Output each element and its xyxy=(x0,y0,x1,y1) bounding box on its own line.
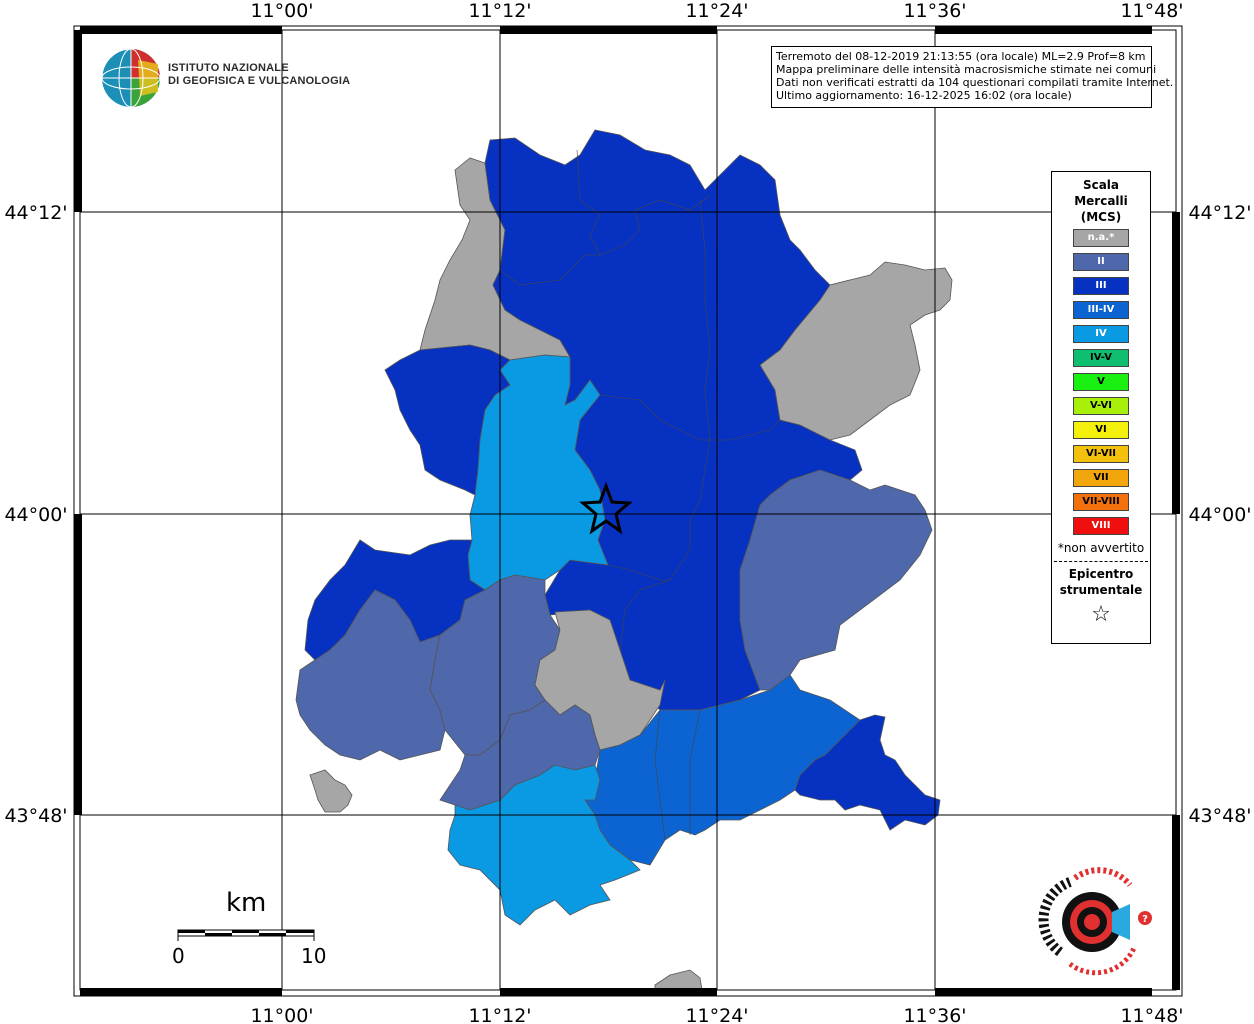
legend-item: IV-V xyxy=(1073,349,1129,367)
legend-items: n.a.* II III III-IV IV IV-V V V-VI VI VI-VII VII VI… xyxy=(1052,229,1150,535)
ingv-logo-icon xyxy=(101,48,161,108)
lat-label: 43°48' xyxy=(4,805,67,827)
logo-line: ISTITUTO NAZIONALE xyxy=(168,62,289,74)
lon-label: 11°36' xyxy=(903,1005,966,1024)
region-na-small-west xyxy=(309,769,353,813)
legend-item: V xyxy=(1073,373,1129,391)
lon-label: 11°24' xyxy=(685,1005,748,1024)
municipality-boundaries xyxy=(499,149,781,841)
region-II-east xyxy=(739,469,933,691)
legend-item: VII xyxy=(1073,469,1129,487)
lat-label: 44°00' xyxy=(4,504,67,526)
legend-item: VII-VIII xyxy=(1073,493,1129,511)
legend-item: n.a.* xyxy=(1073,229,1129,247)
logo-line: DI GEOFISICA E VULCANOLOGIA xyxy=(168,75,351,87)
region-IV-central xyxy=(467,354,609,591)
legend-item: III xyxy=(1073,277,1129,295)
municipality-regions xyxy=(295,129,953,991)
lon-label: 11°12' xyxy=(468,1005,531,1024)
legend-star-icon: ☆ xyxy=(1091,602,1111,627)
info-line: Dati non verificati estratti da 104 ques… xyxy=(776,76,1174,89)
lon-label: 11°36' xyxy=(903,0,966,22)
legend-item: VI xyxy=(1073,421,1129,439)
legend-title: Scala Mercalli (MCS) xyxy=(1052,177,1150,225)
intensity-legend: Scala Mercalli (MCS) n.a.* II III III-IV IV I… xyxy=(1051,171,1151,644)
region-na-east xyxy=(759,261,953,441)
region-na-bottom xyxy=(654,969,703,991)
region-IV-south xyxy=(447,764,641,926)
ingv-logo-text: ISTITUTO NAZIONALE DI GEOFISICA E VULCAN… xyxy=(168,62,350,88)
lat-label: 43°48' xyxy=(1188,805,1251,827)
lon-labels-top: 11°00' 11°12' 11°24' 11°36' 11°48' xyxy=(250,0,1183,22)
lat-label: 44°12' xyxy=(4,202,67,224)
svg-text:?: ? xyxy=(1142,914,1148,925)
lon-label: 11°12' xyxy=(468,0,531,22)
scale-unit: km xyxy=(226,888,267,918)
lat-label: 44°00' xyxy=(1188,504,1251,526)
legend-item: II xyxy=(1073,253,1129,271)
lon-label: 11°00' xyxy=(250,1005,313,1024)
legend-epicenter-label: Epicentro strumentale xyxy=(1052,566,1150,598)
legend-epicenter-line: Epicentro xyxy=(1068,567,1134,581)
legend-item: III-IV xyxy=(1073,301,1129,319)
lon-label: 11°48' xyxy=(1120,0,1183,22)
legend-item: VIII xyxy=(1073,517,1129,535)
lon-labels-bottom: 11°00' 11°12' 11°24' 11°36' 11°48' xyxy=(250,1005,1183,1024)
legend-title-line: Mercalli xyxy=(1074,194,1128,208)
lat-labels-left: 44°12' 44°00' 43°48' xyxy=(4,202,67,827)
event-info-box: Terremoto del 08-12-2019 21:13:55 (ora l… xyxy=(771,46,1174,108)
info-line: Mappa preliminare delle intensità macros… xyxy=(776,63,1157,76)
lat-label: 44°12' xyxy=(1188,202,1251,224)
epicenter-star-icon xyxy=(579,481,633,535)
legend-divider xyxy=(1054,561,1148,562)
legend-item: IV xyxy=(1073,325,1129,343)
haisentito-logo-icon: ? xyxy=(1038,867,1152,976)
info-line: Ultimo aggiornamento: 16-12-2025 16:02 (… xyxy=(776,89,1072,102)
legend-title-line: (MCS) xyxy=(1080,210,1122,224)
lon-label: 11°48' xyxy=(1120,1005,1183,1024)
scale-min: 0 xyxy=(172,944,185,968)
lon-label: 11°24' xyxy=(685,0,748,22)
legend-epicenter-line: strumentale xyxy=(1059,583,1143,597)
region-III-southeast xyxy=(794,714,941,831)
graticule xyxy=(80,30,1176,990)
lat-labels-right: 44°12' 44°00' 43°48' xyxy=(1188,202,1251,827)
legend-note: *non avvertito xyxy=(1057,541,1145,555)
legend-title-line: Scala xyxy=(1082,178,1120,192)
lon-label: 11°00' xyxy=(250,0,313,22)
map-frame xyxy=(73,25,1183,997)
legend-item: V-VI xyxy=(1073,397,1129,415)
legend-item: VI-VII xyxy=(1073,445,1129,463)
scale-max: 10 xyxy=(301,944,327,968)
info-line: Terremoto del 08-12-2019 21:13:55 (ora l… xyxy=(776,50,1146,63)
scale-bar xyxy=(177,929,315,941)
